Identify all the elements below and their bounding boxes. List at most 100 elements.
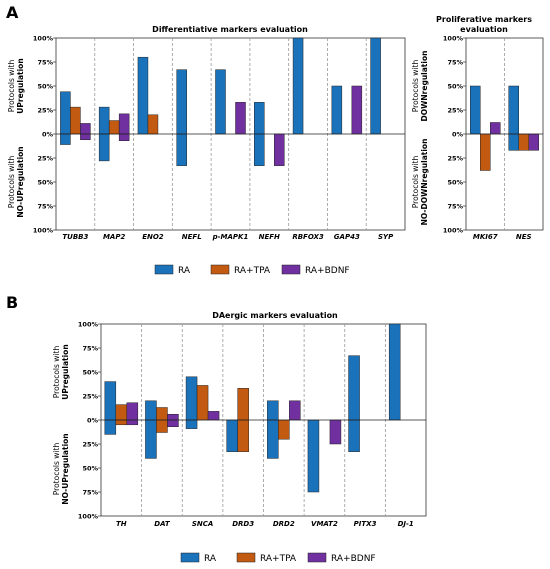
bar-ra-bdnf-down-map2 [118, 133, 130, 141]
bar-ra-tpa-up-tubb3 [70, 106, 81, 135]
bar-ra-tpa-down-drd2 [278, 419, 290, 440]
category-label: SYP [378, 233, 394, 241]
bar-ra-up-map2 [98, 106, 110, 135]
bar-ra-down-vmat2 [307, 419, 320, 493]
category-label: MKI67 [473, 233, 498, 241]
bar-ra-tpa-up-th [115, 404, 128, 421]
y-tick-label: 100% [78, 512, 99, 520]
bar-ra-bdnf-up-dat [167, 413, 179, 421]
category-label: p-MAPK1 [212, 233, 249, 241]
legend-swatch [281, 264, 301, 275]
bar-ra-down-nefh [254, 133, 265, 166]
y-tick-label: 75% [82, 344, 98, 352]
y-tick-label: 25% [82, 392, 98, 400]
category-label: PITX3 [354, 520, 377, 528]
y-tick-label: 0% [87, 416, 99, 424]
y-tick-label: 50% [447, 178, 463, 186]
legend-swatch [154, 264, 174, 275]
bar-ra-up-eno2 [137, 56, 149, 135]
legend-label: RA [204, 554, 217, 564]
legend-label: RA+BDNF [305, 266, 350, 276]
bar-ra-tpa-up-snca [196, 385, 209, 421]
bar-ra-tpa-down-nes [518, 133, 529, 151]
bar-ra-tpa-up-map2 [108, 120, 120, 135]
bar-ra-down-pitx3 [348, 419, 360, 452]
chart-daergic: DAergic markers evaluation Protocols wit… [52, 311, 427, 528]
y-tick-label: 100% [443, 34, 464, 42]
category-label: ENO2 [142, 233, 164, 241]
bar-ra-down-map2 [98, 133, 110, 162]
bar-ra-bdnf-down-tubb3 [80, 133, 91, 141]
legend-a: RA RA+TPA RA+BDNF [154, 264, 350, 276]
category-label: NEFH [259, 233, 280, 241]
bar-ra-bdnf-up-tubb3 [80, 123, 91, 135]
y-tick-label: 50% [82, 368, 98, 376]
panel-letter-a: A [6, 3, 19, 22]
category-label: GAP43 [334, 233, 360, 241]
category-label: RBFOX3 [292, 233, 324, 241]
y-tick-label: 50% [447, 82, 463, 90]
bar-ra-up-tubb3 [60, 91, 71, 135]
category-label: DJ-1 [398, 520, 414, 528]
y-label-top-line1: Protocols with [411, 60, 420, 113]
category-label: NEFL [182, 233, 202, 241]
category-label: DRD3 [232, 520, 254, 528]
legend-b: RA RA+TPA RA+BDNF [180, 552, 376, 564]
y-tick-label: 100% [33, 226, 54, 234]
y-axis-labels: Protocols with UPregulation Protocols wi… [52, 344, 70, 504]
category-label: MAP2 [103, 233, 126, 241]
bar-ra-up-pitx3 [348, 355, 360, 421]
chart-differentiative: Differentiative markers evaluation Proto… [7, 25, 406, 241]
category-label: TUBB3 [62, 233, 88, 241]
bar-ra-down-tubb3 [60, 133, 71, 145]
bar-ra-down-drd3 [226, 419, 238, 452]
bar-ra-down-dat [145, 419, 157, 459]
y-label-top-line1: Protocols with [52, 346, 61, 399]
y-tick-label: 75% [37, 202, 53, 210]
y-tick-label: 100% [33, 34, 54, 42]
bar-ra-tpa-down-th [115, 419, 128, 426]
y-tick-label: 75% [37, 58, 53, 66]
y-tick-label: 0% [42, 130, 54, 138]
bar-ra-tpa-down-mki67 [480, 133, 491, 171]
y-label-top-line2: DOWNregulation [420, 51, 429, 122]
legend-label: RA [178, 266, 191, 276]
category-label: SNCA [192, 520, 213, 528]
bar-ra-tpa-down-dat [156, 419, 168, 433]
bar-ra-down-nes [508, 133, 519, 151]
y-tick-label: 25% [37, 154, 53, 162]
y-tick-label: 75% [447, 202, 463, 210]
bar-ra-up-gap43 [331, 85, 343, 135]
bar-ra-down-th [104, 419, 117, 435]
bar-ra-up-drd2 [267, 400, 279, 421]
y-tick-label: 50% [82, 464, 98, 472]
y-tick-label: 25% [447, 154, 463, 162]
y-tick-label: 25% [37, 106, 53, 114]
legend-swatch [307, 552, 327, 563]
bar-ra-bdnf-down-nefh [274, 133, 285, 166]
bar-ra-down-drd2 [267, 419, 279, 459]
bar-ra-up-th [104, 381, 117, 421]
y-label-top-line2: UPregulation [61, 344, 70, 399]
y-label-bottom-line1: Protocols with [7, 156, 16, 209]
bar-ra-up-dj-1 [388, 323, 401, 421]
bar-ra-up-dat [145, 400, 157, 421]
y-tick-label: 50% [37, 178, 53, 186]
y-axis-labels: Protocols with UPregulation Protocols wi… [7, 58, 25, 217]
y-tick-label: 100% [78, 320, 99, 328]
panel-letter-b: B [6, 293, 18, 312]
y-tick-label: 25% [82, 440, 98, 448]
bar-ra-bdnf-up-th [126, 402, 139, 421]
category-label: TH [116, 520, 127, 528]
bar-ra-bdnf-up-mki67 [490, 122, 501, 135]
chart-title-line1: Proliferative markers [436, 15, 532, 24]
y-tick-label: 25% [447, 106, 463, 114]
chart-title-line2: evaluation [460, 25, 508, 34]
bar-ra-up-p-mapk1 [215, 69, 226, 135]
y-label-bottom-line1: Protocols with [411, 156, 420, 209]
bar-ra-up-nefl [176, 69, 187, 135]
y-axis-labels: Protocols with DOWNregulation Protocols … [411, 51, 429, 226]
chart-title: DAergic markers evaluation [212, 311, 338, 320]
legend-swatch [180, 552, 200, 563]
